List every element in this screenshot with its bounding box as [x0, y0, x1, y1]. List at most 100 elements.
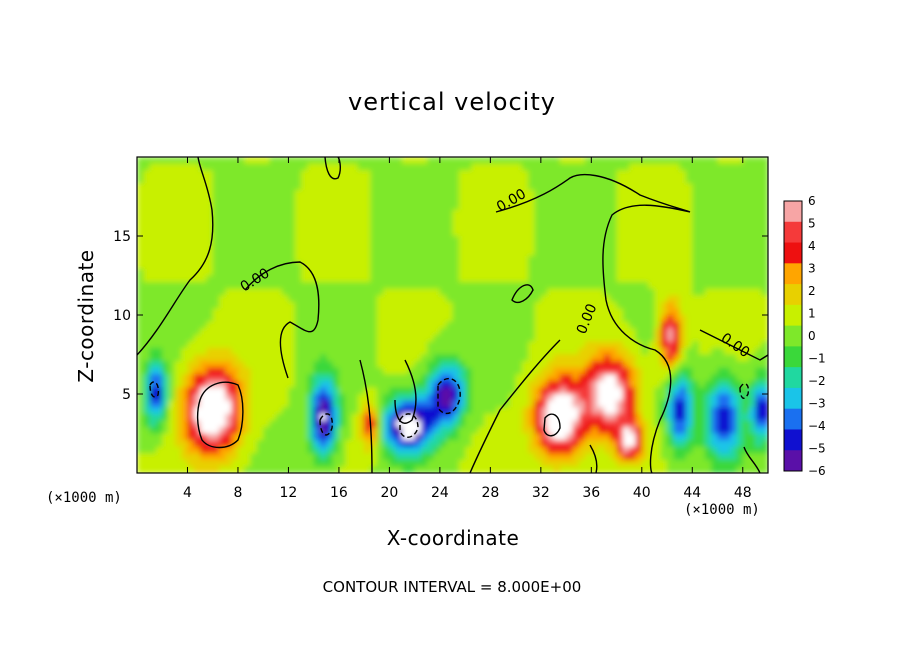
field-cell	[629, 407, 637, 415]
field-cell	[288, 420, 296, 428]
field-cell	[679, 420, 687, 428]
field-cell	[187, 380, 195, 389]
field-cell	[484, 216, 491, 224]
field-cell	[250, 282, 258, 290]
field-cell	[326, 334, 334, 342]
field-cell	[155, 308, 163, 316]
field-cell	[137, 341, 144, 349]
field-cell	[307, 420, 315, 428]
field-cell	[502, 347, 510, 356]
field-cell	[294, 315, 302, 323]
field-cell	[660, 308, 668, 316]
field-cell	[338, 255, 346, 263]
positive-contour-line	[196, 381, 244, 449]
field-cell	[319, 216, 327, 224]
field-cell	[679, 170, 687, 178]
field-cell	[269, 341, 277, 349]
field-cell	[269, 176, 277, 184]
field-cell	[572, 433, 580, 441]
field-cell	[212, 216, 220, 224]
field-cell	[521, 426, 529, 435]
field-cell	[685, 433, 693, 441]
field-cell	[313, 295, 321, 303]
field-cell	[313, 176, 321, 184]
field-cell	[635, 295, 643, 303]
field-cell	[528, 321, 536, 329]
field-cell	[502, 440, 510, 448]
field-cell	[237, 209, 245, 217]
field-cell	[212, 242, 220, 250]
field-cell	[685, 367, 693, 375]
field-cell	[616, 288, 624, 296]
field-cell	[408, 361, 416, 369]
field-cell	[395, 275, 403, 283]
field-cell	[749, 413, 756, 421]
field-cell	[477, 170, 485, 178]
field-cell	[231, 209, 239, 217]
field-cell	[370, 163, 378, 171]
field-cell	[749, 367, 756, 375]
field-cell	[730, 354, 738, 362]
field-cell	[553, 242, 561, 250]
field-cell	[540, 387, 548, 395]
field-cell	[143, 176, 151, 184]
field-cell	[458, 275, 466, 283]
field-cell	[616, 466, 624, 473]
field-cell	[622, 341, 630, 349]
field-cell	[610, 275, 618, 283]
field-cell	[528, 334, 536, 342]
field-cell	[755, 209, 763, 217]
field-cell	[730, 262, 738, 270]
field-cell	[376, 446, 384, 454]
field-cell	[364, 189, 372, 198]
field-cell	[667, 301, 674, 310]
field-cell	[610, 196, 618, 204]
field-cell	[597, 315, 605, 323]
field-cell	[566, 308, 573, 316]
field-cell	[629, 453, 637, 461]
field-cell	[597, 361, 605, 369]
field-cell	[389, 262, 397, 270]
field-cell	[641, 209, 649, 217]
field-cell	[616, 236, 624, 244]
field-cell	[294, 334, 302, 342]
field-cell	[326, 275, 334, 283]
field-cell	[187, 354, 195, 362]
field-cell	[357, 242, 365, 250]
field-cell	[263, 426, 271, 435]
field-cell	[389, 440, 397, 448]
field-cell	[566, 275, 573, 283]
field-cell	[370, 255, 378, 263]
field-cell	[433, 222, 441, 231]
field-cell	[319, 282, 327, 290]
field-cell	[313, 308, 321, 316]
field-cell	[711, 440, 719, 448]
field-cell	[402, 262, 409, 270]
field-cell	[332, 426, 340, 435]
field-cell	[357, 262, 365, 270]
field-cell	[761, 334, 768, 342]
field-cell	[256, 275, 264, 283]
field-cell	[685, 400, 693, 408]
field-cell	[704, 183, 712, 191]
field-cell	[174, 367, 182, 375]
field-cell	[477, 413, 485, 421]
field-cell	[319, 413, 327, 421]
field-cell	[376, 347, 384, 356]
field-cell	[629, 413, 637, 421]
field-cell	[364, 367, 372, 375]
field-cell	[446, 295, 454, 303]
field-cell	[294, 328, 302, 336]
field-cell	[301, 361, 308, 369]
field-cell	[755, 183, 763, 191]
field-cell	[660, 176, 668, 184]
field-cell	[338, 222, 346, 231]
field-cell	[420, 413, 428, 421]
field-cell	[370, 176, 378, 184]
field-cell	[610, 354, 618, 362]
field-cell	[414, 249, 422, 257]
field-cell	[282, 400, 290, 408]
field-cell	[477, 315, 485, 323]
field-cell	[490, 282, 498, 290]
field-cell	[711, 170, 719, 178]
